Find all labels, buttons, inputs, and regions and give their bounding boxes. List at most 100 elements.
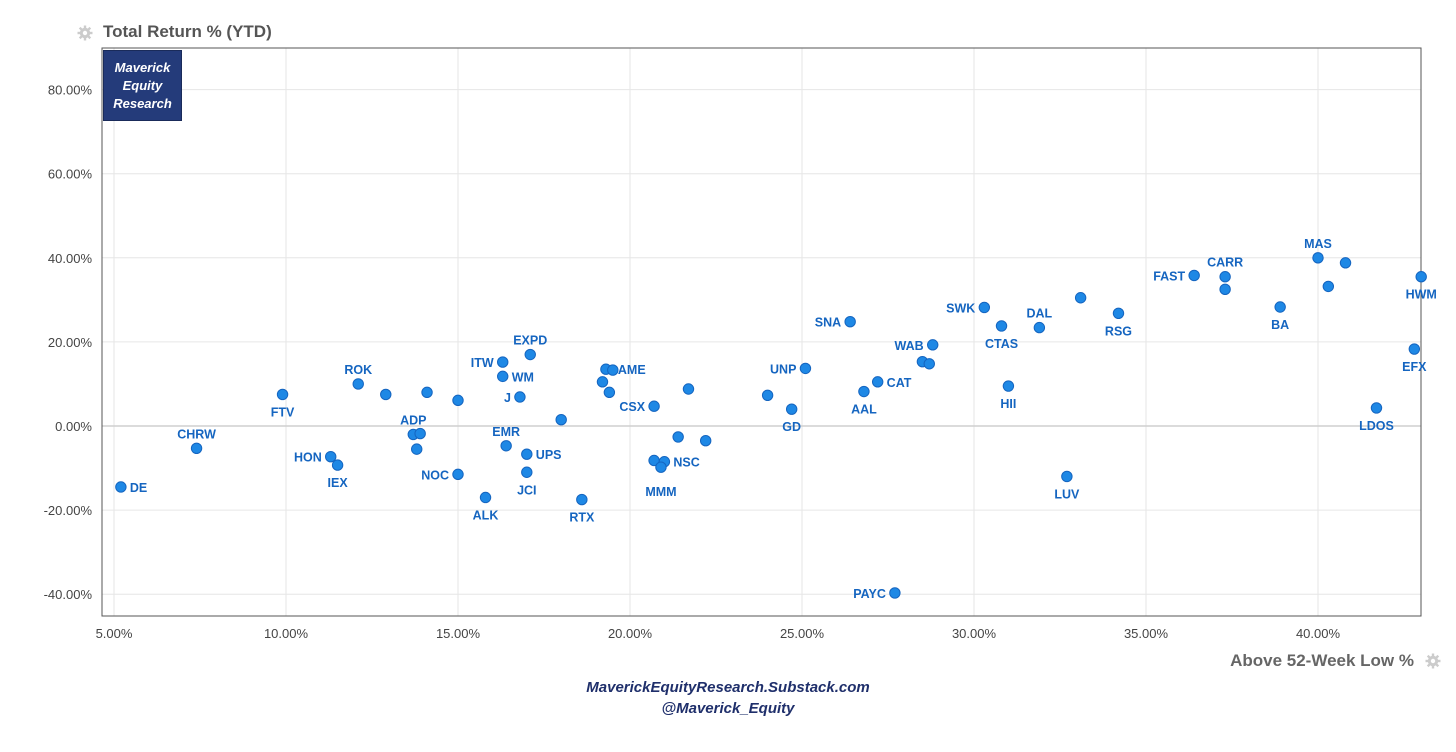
footer: MaverickEquityResearch.Substack.com @Mav…	[0, 677, 1456, 719]
point-label: CAT	[887, 376, 912, 390]
data-point	[521, 448, 533, 460]
y-tick-label: 20.00%	[48, 335, 93, 350]
point-label: BA	[1271, 318, 1289, 332]
data-point	[414, 427, 426, 440]
data-point	[978, 301, 991, 314]
data-point	[923, 358, 935, 370]
data-point	[331, 459, 344, 471]
data-point	[1188, 269, 1200, 282]
point-label: MMM	[645, 485, 676, 499]
point-label: UPS	[536, 448, 562, 462]
data-point	[785, 403, 798, 415]
y-tick-label: -20.00%	[44, 503, 93, 518]
data-point	[1033, 321, 1046, 334]
point-label: IEX	[328, 476, 349, 490]
point-label: PAYC	[853, 587, 886, 601]
x-tick-label: 10.00%	[264, 626, 309, 641]
data-point	[411, 443, 423, 455]
point-label: ADP	[400, 413, 426, 427]
point-label: DE	[130, 481, 147, 495]
data-point	[672, 431, 684, 443]
point-label: CSX	[619, 400, 645, 414]
data-point	[871, 376, 884, 388]
data-point	[421, 386, 433, 399]
footer-handle: @Maverick_Equity	[661, 700, 795, 717]
point-label: CTAS	[985, 337, 1018, 351]
data-point	[1370, 402, 1383, 414]
point-label: HON	[294, 451, 322, 465]
data-point	[479, 491, 492, 504]
data-point	[699, 435, 712, 447]
data-point	[1339, 257, 1352, 269]
point-label: WM	[512, 370, 534, 384]
y-tick-label: 60.00%	[48, 167, 93, 182]
data-point	[1415, 271, 1427, 283]
x-axis-title: Above 52-Week Low %	[1230, 651, 1414, 670]
y-tick-label: 0.00%	[55, 419, 92, 434]
data-point	[648, 400, 660, 412]
point-label: AME	[618, 363, 646, 377]
point-label: CHRW	[177, 427, 216, 441]
point-label: ROK	[344, 363, 372, 377]
point-label: FAST	[1153, 269, 1185, 283]
x-tick-label: 40.00%	[1296, 626, 1341, 641]
brand-badge: Maverick Equity Research	[103, 50, 182, 121]
point-label: SWK	[946, 301, 975, 315]
plot-frame	[101, 47, 1422, 617]
data-point	[190, 442, 203, 454]
data-point	[521, 466, 533, 478]
data-point	[799, 362, 812, 375]
data-point	[1002, 380, 1015, 392]
footer-site: MaverickEquityResearch.Substack.com	[586, 679, 870, 696]
point-label: LDOS	[1359, 419, 1394, 433]
point-label: LUV	[1054, 487, 1080, 501]
data-point	[655, 461, 667, 473]
data-point	[452, 394, 464, 407]
data-point	[497, 356, 509, 368]
badge-line: Maverick	[114, 59, 171, 75]
point-label: JCI	[517, 483, 536, 497]
data-point	[1219, 283, 1231, 296]
point-label: AAL	[851, 403, 877, 417]
badge-line: Equity	[122, 77, 163, 93]
point-label: ALK	[473, 508, 499, 522]
point-label: UNP	[770, 362, 796, 376]
point-label: HWM	[1406, 288, 1437, 302]
data-point	[524, 348, 536, 361]
x-tick-label: 25.00%	[780, 626, 825, 641]
point-label: J	[504, 391, 511, 405]
gear-icon[interactable]	[1425, 653, 1441, 669]
data-point	[1061, 470, 1073, 483]
data-point	[500, 440, 512, 452]
data-point	[352, 378, 364, 390]
data-point	[682, 383, 695, 395]
gear-icon[interactable]	[77, 25, 93, 41]
point-label: EXPD	[513, 334, 547, 348]
data-point	[889, 587, 901, 599]
data-point	[497, 370, 509, 383]
data-point	[1274, 301, 1286, 313]
data-point	[607, 364, 619, 376]
point-label: ITW	[471, 356, 494, 370]
data-point	[603, 386, 616, 399]
point-label: RTX	[569, 511, 595, 525]
data-point	[555, 413, 567, 426]
scatter-chart: -40.00% -20.00% 0.00% 20.00% 40.00% 60.00% 80.…	[44, 47, 1437, 641]
data-point	[1322, 280, 1335, 293]
point-label: HII	[1000, 397, 1016, 411]
point-label: SNA	[815, 316, 841, 330]
point-label: RSG	[1105, 324, 1132, 338]
data-point	[858, 385, 870, 398]
data-point	[380, 388, 392, 401]
point-label: WAB	[895, 339, 924, 353]
point-label: DAL	[1027, 307, 1053, 321]
data-point	[276, 388, 289, 401]
y-tick-label: -40.00%	[44, 587, 93, 602]
data-point	[596, 376, 609, 388]
data-point	[761, 389, 774, 402]
point-label: CARR	[1207, 256, 1243, 270]
y-axis-title: Total Return % (YTD)	[103, 22, 272, 41]
data-point	[115, 481, 127, 493]
x-tick-label: 35.00%	[1124, 626, 1169, 641]
plot-area: -40.00% -20.00% 0.00% 20.00% 40.00% 60.00% 80.…	[44, 47, 1437, 641]
